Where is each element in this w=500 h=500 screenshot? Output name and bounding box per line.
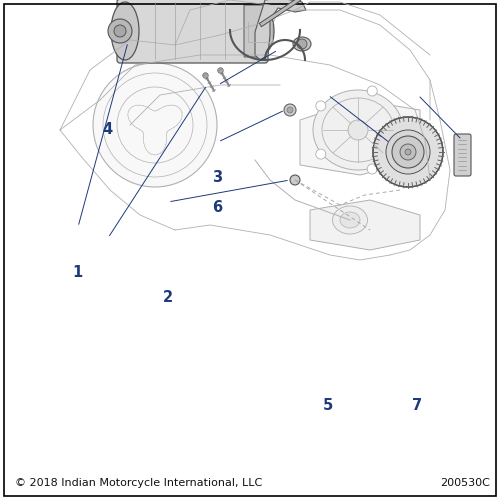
- Circle shape: [284, 104, 296, 116]
- Text: 2: 2: [162, 290, 172, 305]
- FancyBboxPatch shape: [244, 5, 264, 57]
- Circle shape: [386, 130, 430, 174]
- Text: 4: 4: [102, 122, 113, 138]
- Text: 5: 5: [322, 398, 332, 412]
- Circle shape: [400, 144, 416, 160]
- Circle shape: [367, 86, 377, 96]
- Circle shape: [290, 175, 300, 185]
- Polygon shape: [300, 100, 420, 175]
- Circle shape: [367, 164, 377, 174]
- Ellipse shape: [332, 206, 368, 234]
- Circle shape: [114, 25, 126, 37]
- Text: 1: 1: [72, 265, 83, 280]
- Circle shape: [93, 63, 217, 187]
- Circle shape: [348, 120, 368, 140]
- Circle shape: [316, 101, 326, 111]
- Circle shape: [316, 149, 326, 159]
- Polygon shape: [255, 0, 306, 60]
- Text: 7: 7: [412, 398, 422, 412]
- FancyBboxPatch shape: [454, 134, 471, 176]
- Ellipse shape: [245, 9, 275, 27]
- Circle shape: [373, 117, 443, 187]
- Circle shape: [392, 136, 424, 168]
- Circle shape: [399, 125, 409, 135]
- Ellipse shape: [250, 8, 274, 54]
- Ellipse shape: [313, 90, 403, 170]
- Polygon shape: [310, 200, 420, 250]
- Ellipse shape: [111, 2, 139, 60]
- Circle shape: [287, 107, 293, 113]
- Text: © 2018 Indian Motorcycle International, LLC: © 2018 Indian Motorcycle International, …: [15, 478, 262, 488]
- Circle shape: [108, 19, 132, 43]
- Ellipse shape: [293, 37, 311, 51]
- Text: 200530C: 200530C: [440, 478, 490, 488]
- Text: 6: 6: [212, 200, 222, 215]
- Text: 3: 3: [212, 170, 222, 185]
- Circle shape: [405, 149, 411, 155]
- FancyBboxPatch shape: [117, 0, 268, 63]
- Ellipse shape: [340, 212, 360, 228]
- Circle shape: [297, 39, 307, 49]
